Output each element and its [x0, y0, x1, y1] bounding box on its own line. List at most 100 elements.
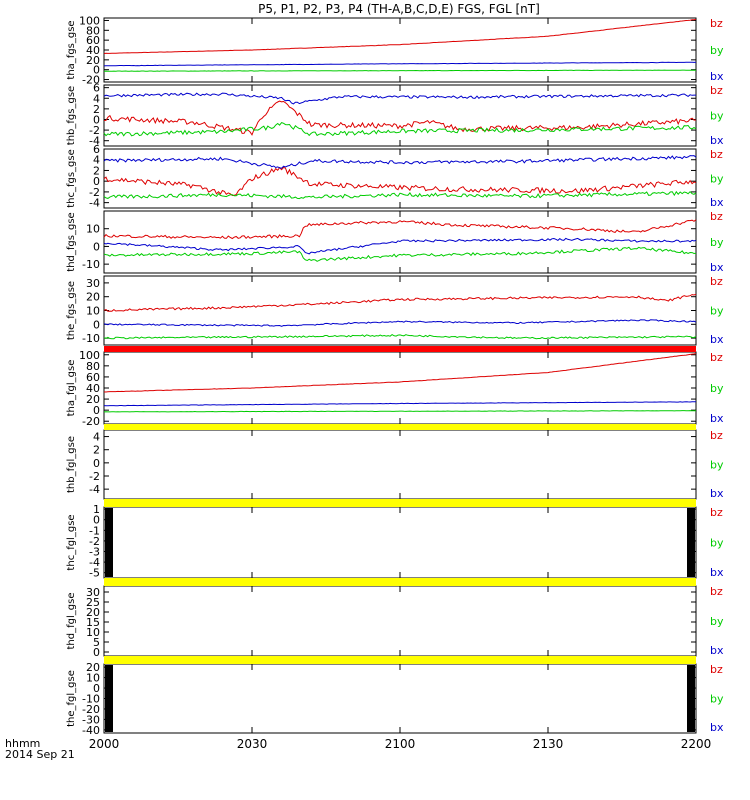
y-axis-label: thb_fgl_gse [66, 436, 77, 493]
y-tick-label: -1 [89, 524, 100, 537]
legend-bz: bz [710, 275, 723, 288]
y-tick-label: -20 [82, 703, 100, 716]
yellow-separator-bar [104, 424, 696, 430]
y-axis-label: the_fgs_gse [66, 281, 77, 340]
yellow-separator-bar [104, 578, 696, 586]
series-bx-line [103, 237, 697, 255]
y-tick-label: 0 [93, 514, 100, 527]
legend-bz: bz [710, 210, 723, 223]
series-bx-line [103, 61, 697, 67]
y-tick-label: -20 [82, 74, 100, 87]
chart-title: P5, P1, P2, P3, P4 (TH-A,B,C,D,E) FGS, F… [258, 2, 540, 16]
legend-bx: bx [710, 721, 724, 734]
y-tick-label: 4 [93, 92, 100, 105]
panel-thd_fgs_gse: 10 0 -10 thd_fgs_gse bz by bx [66, 210, 724, 274]
y-tick-label: 15 [86, 616, 100, 629]
legend-bz: bz [710, 84, 723, 97]
panel-frame [103, 148, 697, 209]
y-axis-label: thd_fgl_gse [66, 593, 77, 650]
y-tick-label: -2 [89, 124, 100, 137]
y-tick-label: 4 [93, 431, 100, 444]
legend-bx: bx [710, 70, 724, 83]
panel-frame [103, 84, 697, 147]
y-axis-label: tha_fgl_gse [66, 360, 77, 417]
y-tick-label: -2 [89, 186, 100, 199]
y-tick-label: 20 [86, 291, 100, 304]
series-by-line [103, 190, 697, 200]
y-tick-label: 40 [86, 382, 100, 395]
y-tick-label: 0 [93, 646, 100, 659]
y-axis-label: the_fgl_gse [66, 670, 77, 727]
y-tick-label: 60 [86, 371, 100, 384]
series-by-line [103, 246, 697, 262]
legend-bz: bz [710, 429, 723, 442]
y-axis-label: thc_fgl_gse [66, 514, 77, 570]
y-tick-label: -10 [82, 332, 100, 345]
y-tick-label: -4 [89, 556, 100, 569]
legend-by: by [710, 693, 724, 706]
yellow-separator-bar [104, 656, 696, 664]
right-edge-fill [687, 508, 695, 577]
series-bx-line [103, 155, 697, 169]
y-tick-label: 10 [86, 305, 100, 318]
x-tick-label: 2130 [533, 737, 564, 751]
legend-bx: bx [710, 566, 724, 579]
legend-bz: bz [710, 663, 723, 676]
y-tick-label: 20 [86, 54, 100, 67]
x-tick-label: 2000 [89, 737, 120, 751]
panel-frame [103, 585, 697, 657]
legend-by: by [710, 110, 724, 123]
panel-frame [103, 17, 697, 83]
legend-by: by [710, 44, 724, 57]
left-edge-fill [105, 508, 113, 577]
y-tick-label: -10 [82, 258, 100, 271]
series-bx-line [103, 92, 696, 105]
panel-thc_fgl_gse: 10-1-2-3-4-5 thc_fgl_gse bz by bx [66, 503, 724, 580]
y-tick-label: 0 [93, 457, 100, 470]
y-tick-label: 2 [93, 444, 100, 457]
x-tick-label: 2200 [681, 737, 712, 751]
y-tick-label: 80 [86, 360, 100, 373]
x-tick-label: 2030 [237, 737, 268, 751]
y-tick-label: -20 [82, 415, 100, 428]
y-tick-label: 1 [93, 503, 100, 516]
y-tick-label: -3 [89, 546, 100, 559]
y-tick-label: 100 [79, 14, 100, 27]
y-tick-label: 10 [86, 626, 100, 639]
y-tick-label: 2 [93, 103, 100, 116]
y-tick-label: 0 [93, 318, 100, 331]
x-axis: 2000 2030 2100 2130 2200 [89, 737, 712, 751]
y-axis-label: thc_fgs_gse [66, 149, 77, 208]
legend-bz: bz [710, 17, 723, 30]
panel-frame [103, 663, 697, 734]
legend-bx: bx [710, 412, 724, 425]
y-tick-label: -2 [89, 470, 100, 483]
left-edge-fill [105, 665, 113, 732]
y-tick-label: -30 [82, 713, 100, 726]
series-bz-line [103, 166, 697, 197]
series-by-line [103, 410, 696, 413]
panel-frame [103, 429, 697, 500]
right-edge-fill [687, 665, 695, 732]
y-tick-label: 2 [93, 164, 100, 177]
y-tick-label: 20 [86, 393, 100, 406]
series-bz-line [103, 100, 697, 136]
y-tick-label: -4 [89, 135, 100, 148]
legend-by: by [710, 537, 724, 550]
series-by-line [103, 333, 697, 340]
y-axis-label: tha_fgs_gse [66, 20, 77, 79]
x-tick-label: 2100 [385, 737, 416, 751]
series-bz-line [103, 18, 697, 55]
y-tick-label: 20 [86, 661, 100, 674]
panel-frame [103, 351, 697, 425]
y-tick-label: 10 [86, 672, 100, 685]
y-tick-label: -10 [82, 693, 100, 706]
legend-bz: bz [710, 351, 723, 364]
